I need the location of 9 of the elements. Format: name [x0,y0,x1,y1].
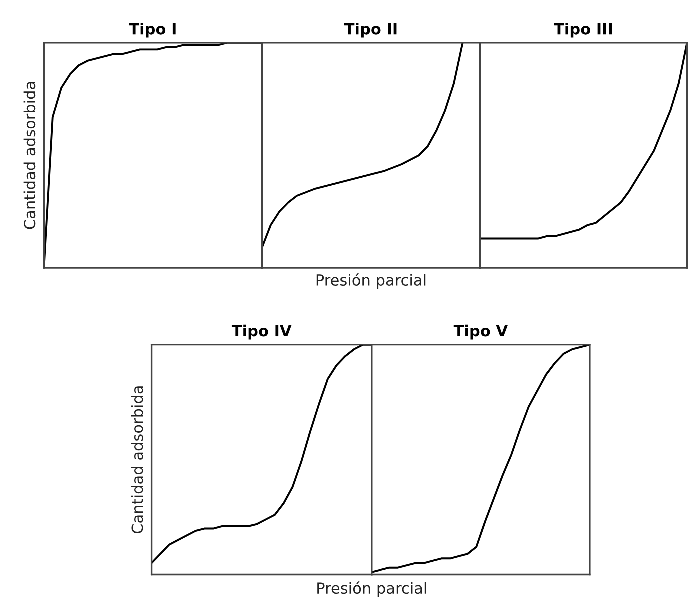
chart-title: Tipo II [344,23,397,38]
chart-title: Tipo IV [232,324,292,340]
chart-title: Tipo V [454,324,508,340]
y-axis-title: Cantidad adsorbida [131,386,144,534]
y-axis-title: Cantidad adsorbida [24,82,36,230]
chart-title: Tipo III [554,23,612,38]
chart-title: Tipo I [129,23,176,38]
x-axis-title: Presión parcial [318,582,426,598]
x-axis-title: Presión parcial [316,274,426,289]
